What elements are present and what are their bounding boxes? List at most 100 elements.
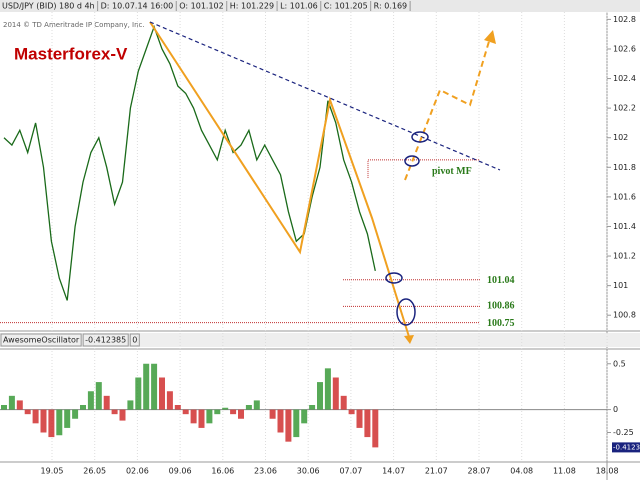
osc-bar — [40, 409, 47, 433]
osc-bar — [64, 409, 71, 428]
level-label: 100.75 — [487, 318, 515, 329]
y-tick-label: 102.2 — [613, 104, 636, 113]
x-tick-label: 19.05 — [41, 467, 64, 476]
osc-bar — [143, 363, 150, 410]
y-tick-label: 101.4 — [613, 222, 636, 231]
chart-title: Masterforex-V — [14, 44, 128, 63]
arrow-head — [404, 335, 414, 344]
level-label: 100.86 — [487, 301, 515, 312]
y-tick-label: 101.2 — [613, 252, 636, 261]
x-tick-label: 23.06 — [254, 467, 277, 476]
header-field: USD/JPY (BID) 180 d 4h — [2, 2, 95, 11]
osc-bar — [48, 409, 55, 438]
forecast-path — [404, 37, 491, 181]
osc-bar — [332, 377, 339, 410]
x-tick-label: 09.06 — [169, 467, 192, 476]
osc-bar — [151, 363, 158, 410]
osc-bar — [356, 409, 363, 428]
osc-header-field: -0.412385 — [85, 336, 126, 345]
header-field: O: 101.102 — [179, 2, 223, 11]
y-tick-label: 102.4 — [613, 74, 636, 83]
osc-bar — [198, 409, 205, 428]
y-tick-label: 0 — [613, 405, 618, 414]
osc-header-bar — [0, 333, 640, 347]
osc-header-box — [0, 333, 82, 347]
osc-bar — [340, 395, 347, 410]
osc-header-box — [82, 333, 129, 347]
grid: 19.05 26.05 02.06 09.06 16.06 23.06 30.06 07.07… — [41, 12, 636, 476]
x-tick-label: 02.06 — [126, 467, 149, 476]
osc-bar — [174, 405, 181, 410]
header-field: R: 0.169 — [374, 2, 407, 11]
osc-bar — [317, 382, 323, 410]
marker-ellipse — [396, 298, 416, 326]
osc-bar — [135, 377, 142, 410]
osc-bar — [32, 409, 39, 424]
osc-bar — [206, 409, 213, 424]
x-tick-label: 28.07 — [468, 467, 491, 476]
price-line — [3, 24, 376, 301]
header: USD/JPY (BID) 180 d 4h D: 10.07.14 16:00 O… — [2, 1, 411, 11]
osc-bar — [119, 409, 126, 421]
header-field: C: 101.205 — [324, 2, 368, 11]
osc-bar — [24, 409, 31, 415]
osc-bar — [56, 409, 63, 436]
osc-bar — [277, 409, 284, 433]
osc-bar — [245, 405, 252, 410]
osc-bar — [253, 400, 260, 410]
header-field: H: 101.229 — [230, 2, 274, 11]
zigzag — [149, 21, 411, 341]
x-tick-label: 16.06 — [211, 467, 234, 476]
osc-bar — [8, 395, 15, 410]
y-tick-label: 101 — [613, 281, 628, 290]
osc-bar — [127, 400, 134, 410]
osc-bar — [364, 409, 371, 438]
osc-bar — [230, 409, 237, 415]
y-tick-label: 101.8 — [613, 163, 636, 172]
osc-bar — [159, 377, 165, 410]
osc-bar — [269, 409, 276, 419]
x-tick-label: 07.07 — [339, 467, 362, 476]
arrow-head — [484, 30, 496, 44]
osc-bar — [348, 409, 355, 415]
x-tick-label: 04.08 — [510, 467, 533, 476]
osc-header-field: AwesomeOscillator — [3, 336, 80, 345]
y-tick-label: -0.25 — [613, 428, 634, 437]
current-box — [612, 442, 640, 453]
osc-bar — [214, 409, 221, 415]
marker-ellipse — [411, 131, 429, 143]
osc-bar — [111, 409, 118, 415]
osc-bar — [309, 405, 316, 410]
osc-bar — [95, 382, 102, 410]
y-tick-label: 0.5 — [613, 359, 626, 368]
oscillator: AwesomeOscillator -0.412385 0 0.5 0 -0.25 -0.4… — [0, 333, 640, 453]
osc-header-field: 0 — [132, 336, 137, 345]
x-tick-label: 18.08 — [596, 467, 619, 476]
marker-ellipse — [385, 272, 403, 284]
x-tick-label: 11.08 — [553, 467, 576, 476]
osc-bar — [16, 400, 23, 410]
y-tick-label: 101.6 — [613, 192, 636, 201]
header-field: D: 10.07.14 16:00 — [101, 2, 174, 11]
osc-bar — [80, 405, 86, 410]
osc-bar — [103, 395, 110, 410]
y-tick-label: 100.8 — [613, 311, 636, 320]
osc-bar — [372, 409, 379, 448]
header-bar — [0, 0, 640, 12]
osc-bar — [222, 407, 229, 410]
y-tick-label: 102 — [613, 133, 628, 142]
osc-bar — [324, 368, 331, 410]
pivot-line — [367, 159, 480, 178]
marker-ellipse — [404, 155, 420, 167]
current-label: -0.4123 — [613, 443, 640, 451]
x-tick-label: 21.07 — [425, 467, 448, 476]
header-field: L: 101.06 — [280, 2, 318, 11]
osc-bar — [166, 391, 173, 410]
osc-bar — [72, 409, 79, 419]
pivot-label: pivot MF — [432, 166, 472, 177]
level-label: 101.04 — [487, 275, 515, 286]
x-tick-label: 26.05 — [83, 467, 106, 476]
y-tick-label: 102.8 — [613, 15, 636, 24]
osc-bar — [238, 409, 244, 419]
